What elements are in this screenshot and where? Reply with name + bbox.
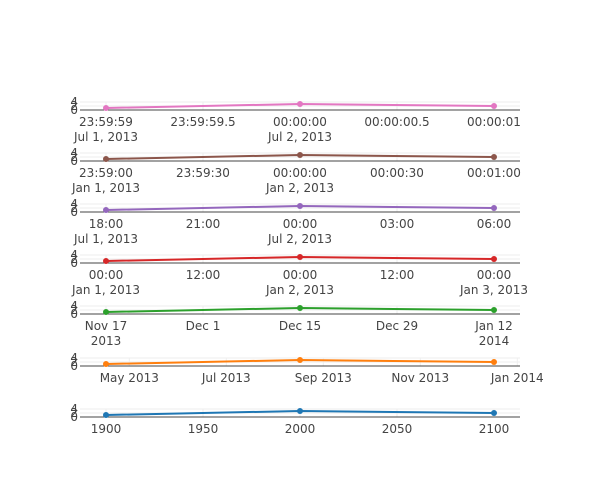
data-point[interactable] (103, 258, 109, 264)
x-tick-sublabel: 2013 (91, 334, 122, 348)
x-tick-label: Dec 1 (186, 319, 221, 333)
x-tick-sublabel: Jan 1, 2013 (71, 181, 140, 195)
y-tick-label: 2 (70, 201, 78, 215)
data-point[interactable] (297, 101, 303, 107)
x-tick-label: Nov 17 (85, 319, 128, 333)
x-tick-label: 00:00:00 (273, 115, 327, 129)
x-tick-label: 00:00:00.5 (364, 115, 429, 129)
x-tick-sublabel: Jul 2, 2013 (267, 232, 332, 246)
data-point[interactable] (297, 357, 303, 363)
data-point[interactable] (491, 205, 497, 211)
x-tick-label: 00:00:30 (370, 166, 424, 180)
x-tick-label: 00:00 (89, 268, 124, 282)
x-tick-label: 18:00 (89, 217, 124, 231)
x-tick-sublabel: Jul 2, 2013 (267, 130, 332, 144)
x-tick-label: 00:01:00 (467, 166, 521, 180)
y-tick-label: 0 (70, 103, 78, 117)
x-tick-label: 03:00 (380, 217, 415, 231)
y-tick-label: 4 (70, 146, 78, 160)
data-point[interactable] (297, 254, 303, 260)
x-tick-sublabel: Jul 1, 2013 (73, 232, 138, 246)
data-point[interactable] (103, 361, 109, 367)
x-tick-label: Jan 12 (474, 319, 513, 333)
x-tick-sublabel: Jan 1, 2013 (71, 283, 140, 297)
y-tick-label: 2 (70, 303, 78, 317)
x-tick-sublabel: Jul 1, 2013 (73, 130, 138, 144)
data-point[interactable] (491, 154, 497, 160)
data-point[interactable] (297, 408, 303, 414)
x-tick-label: 12:00 (186, 268, 221, 282)
data-point[interactable] (103, 105, 109, 111)
y-tick-label: 0 (70, 359, 78, 373)
x-tick-label: 00:00 (283, 217, 318, 231)
data-point[interactable] (103, 412, 109, 418)
x-tick-sublabel: Jan 3, 2013 (459, 283, 528, 297)
data-point[interactable] (297, 152, 303, 158)
x-tick-label: May 2013 (100, 371, 159, 385)
y-tick-label: 4 (70, 197, 78, 211)
x-tick-label: 1950 (188, 422, 219, 436)
data-point[interactable] (491, 256, 497, 262)
x-tick-sublabel: Jan 2, 2013 (265, 283, 334, 297)
y-tick-label: 0 (70, 410, 78, 424)
data-point[interactable] (491, 359, 497, 365)
x-tick-label: 00:00:00 (273, 166, 327, 180)
y-tick-label: 2 (70, 406, 78, 420)
y-tick-label: 0 (70, 154, 78, 168)
x-tick-label: Jan 2014 (490, 371, 544, 385)
x-tick-label: 2100 (479, 422, 510, 436)
x-tick-label: 2000 (285, 422, 316, 436)
y-tick-label: 0 (70, 256, 78, 270)
y-tick-label: 4 (70, 351, 78, 365)
y-tick-label: 4 (70, 402, 78, 416)
x-tick-label: 21:00 (186, 217, 221, 231)
x-tick-label: 1900 (91, 422, 122, 436)
y-tick-label: 2 (70, 355, 78, 369)
x-tick-label: 00:00 (477, 268, 512, 282)
x-tick-sublabel: Jan 2, 2013 (265, 181, 334, 195)
x-tick-label: 23:59:30 (176, 166, 230, 180)
x-tick-label: 00:00:01 (467, 115, 521, 129)
y-tick-label: 2 (70, 150, 78, 164)
y-tick-label: 0 (70, 205, 78, 219)
x-tick-label: Jul 2013 (201, 371, 251, 385)
data-point[interactable] (103, 309, 109, 315)
subplot-6: 024 May 2013 Jul 2013 Sep 2013 Nov 2013 Jan 2… (70, 351, 543, 385)
x-tick-sublabel: 2014 (479, 334, 510, 348)
y-tick-label: 2 (70, 252, 78, 266)
y-tick-label: 4 (70, 95, 78, 109)
x-tick-label: Dec 29 (376, 319, 418, 333)
x-tick-label: Dec 15 (279, 319, 321, 333)
y-tick-label: 4 (70, 248, 78, 262)
x-tick-label: 23:59:59 (79, 115, 133, 129)
data-point[interactable] (491, 410, 497, 416)
data-point[interactable] (103, 207, 109, 213)
data-point[interactable] (491, 103, 497, 109)
x-tick-label: 2050 (382, 422, 413, 436)
x-tick-label: Nov 2013 (391, 371, 449, 385)
data-point[interactable] (297, 203, 303, 209)
y-tick-label: 2 (70, 99, 78, 113)
x-tick-label: Sep 2013 (295, 371, 352, 385)
subplot-7: 024 1900 1950 2000 2050 2100 (70, 402, 520, 436)
data-point[interactable] (103, 156, 109, 162)
x-tick-label: 06:00 (477, 217, 512, 231)
data-point[interactable] (297, 305, 303, 311)
x-tick-label: 12:00 (380, 268, 415, 282)
data-point[interactable] (491, 307, 497, 313)
x-tick-label: 23:59:00 (79, 166, 133, 180)
x-tick-label: 00:00 (283, 268, 318, 282)
y-tick-label: 4 (70, 299, 78, 313)
x-tick-label: 23:59:59.5 (170, 115, 235, 129)
y-tick-label: 0 (70, 307, 78, 321)
